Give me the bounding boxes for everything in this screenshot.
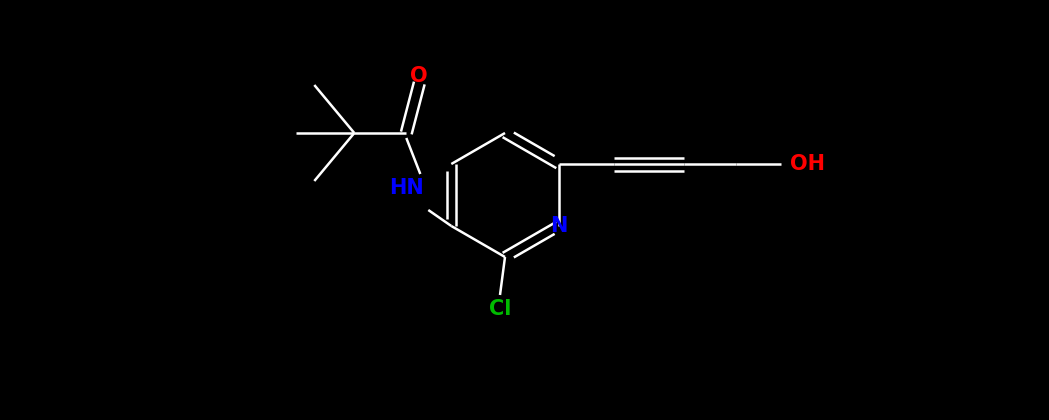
Text: Cl: Cl — [489, 299, 511, 319]
Text: N: N — [550, 216, 568, 236]
Text: OH: OH — [790, 154, 826, 174]
Text: HN: HN — [389, 178, 424, 198]
Text: O: O — [410, 66, 428, 86]
